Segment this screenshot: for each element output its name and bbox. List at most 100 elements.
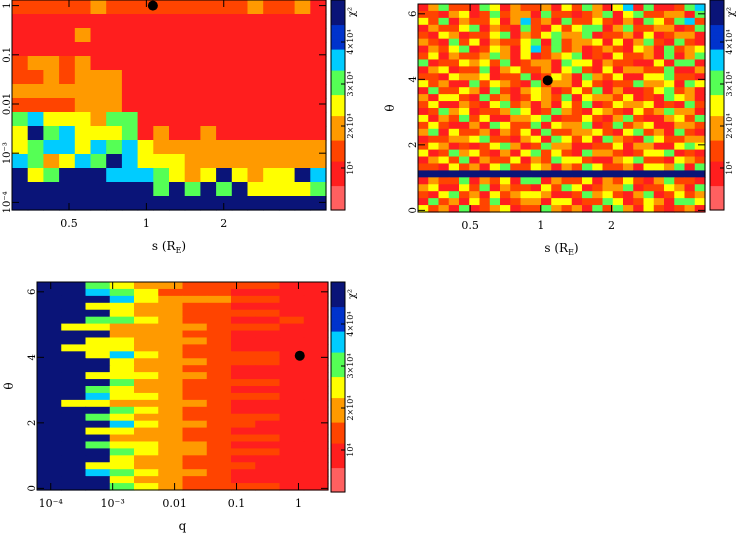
heatmap-cell [428, 156, 440, 165]
heatmap-cell [582, 135, 593, 144]
heatmap-cell [158, 295, 184, 304]
heatmap-cell [602, 31, 614, 40]
heatmap-cell [674, 121, 686, 130]
heatmap-cell [500, 198, 511, 206]
heatmap-cell [310, 182, 327, 197]
heatmap-cell [106, 140, 123, 155]
heatmap-cell [294, 28, 311, 43]
heatmap-cell [169, 98, 186, 113]
colorbar-segment [710, 21, 724, 26]
heatmap-cell [541, 135, 552, 144]
heatmap-cell [643, 177, 655, 185]
colorbar-segment [331, 91, 345, 96]
heatmap-cell [459, 31, 470, 40]
heatmap-cell [255, 302, 281, 311]
heatmap-cell [137, 56, 154, 71]
heatmap-cell [582, 198, 593, 206]
colorbar-segment [710, 133, 724, 138]
heatmap-cell [182, 344, 208, 352]
heatmap-cell [623, 114, 634, 123]
heatmap-cell [489, 114, 501, 123]
heatmap-cell [303, 469, 329, 477]
heatmap-cell [109, 392, 135, 401]
plot-frame [36, 281, 329, 491]
heatmap-cell [448, 135, 460, 144]
heatmap-cell [206, 406, 232, 415]
heatmap-cell [510, 4, 522, 12]
heatmap-cell [520, 191, 532, 199]
heatmap-cell [510, 38, 522, 47]
colorbar-segment [331, 397, 345, 402]
heatmap-cell [59, 140, 76, 155]
y-axis-label: θ [383, 104, 397, 111]
heatmap-cell [612, 52, 624, 61]
heatmap-cell [153, 182, 170, 197]
heatmap-cell [500, 73, 511, 81]
heatmap-cell [510, 163, 522, 171]
heatmap-cell [109, 476, 135, 484]
heatmap-cell [479, 59, 491, 67]
heatmap-cell [684, 198, 696, 206]
heatmap-cell [643, 184, 655, 192]
heatmap-cell [43, 0, 60, 15]
heatmap-cell [582, 205, 593, 213]
heatmap-cell [438, 184, 450, 192]
heatmap-cell [602, 45, 614, 54]
heatmap-cell [592, 135, 604, 144]
heatmap-cell [109, 413, 135, 422]
heatmap-cell [263, 98, 280, 113]
heatmap-cell [12, 42, 29, 57]
heatmap-cell [643, 87, 655, 95]
colorbar-segment [710, 73, 724, 78]
heatmap-cell [255, 365, 281, 373]
heatmap-cell [520, 73, 532, 81]
heatmap-cell [90, 0, 107, 15]
heatmap-cell [303, 483, 329, 491]
heatmap-cell [592, 184, 604, 192]
heatmap-cell [134, 330, 159, 339]
heatmap-cell [418, 4, 429, 12]
heatmap-cell [263, 126, 280, 141]
heatmap-cell [623, 52, 634, 61]
heatmap-cell [74, 70, 92, 85]
heatmap-cell [231, 126, 249, 141]
heatmap-cell [37, 448, 62, 456]
heatmap-cell [684, 128, 696, 137]
heatmap-cell [674, 149, 686, 158]
heatmap-cell [137, 112, 154, 127]
heatmap-cell [592, 156, 604, 165]
heatmap-cell [664, 135, 675, 144]
heatmap-cell [653, 59, 665, 67]
heatmap-cell [684, 10, 696, 19]
heatmap-cell [158, 323, 184, 332]
heatmap-cell [418, 163, 429, 171]
colorbar-segment [331, 129, 345, 134]
y-tick-label: 0.1 [2, 47, 13, 63]
heatmap-cell [74, 126, 92, 141]
heatmap-cell [612, 191, 624, 199]
colorbar-segment [331, 52, 345, 57]
heatmap-cell [664, 52, 675, 61]
heatmap-cell [90, 196, 107, 211]
heatmap-cell [530, 24, 542, 33]
heatmap-cell [448, 4, 460, 12]
heatmap-cell [541, 205, 552, 213]
heatmap-cell [90, 98, 107, 113]
heatmap-cell [561, 66, 573, 74]
heatmap-cell [418, 24, 429, 33]
heatmap-cell [231, 14, 249, 29]
heatmap-cell [27, 168, 44, 183]
heatmap-cell [633, 87, 645, 95]
heatmap-cell [448, 142, 460, 151]
colorbar-segment [331, 115, 345, 120]
heatmap-cell [469, 80, 481, 88]
colorbar-segment [710, 122, 724, 127]
colorbar-segment [710, 182, 724, 187]
colorbar-segment [331, 161, 345, 166]
heatmap-cell [438, 52, 450, 61]
heatmap-cell [479, 87, 491, 95]
heatmap-cell [684, 80, 696, 88]
heatmap-cell [134, 344, 159, 352]
heatmap-cell [520, 177, 532, 185]
heatmap-cell [310, 112, 327, 127]
